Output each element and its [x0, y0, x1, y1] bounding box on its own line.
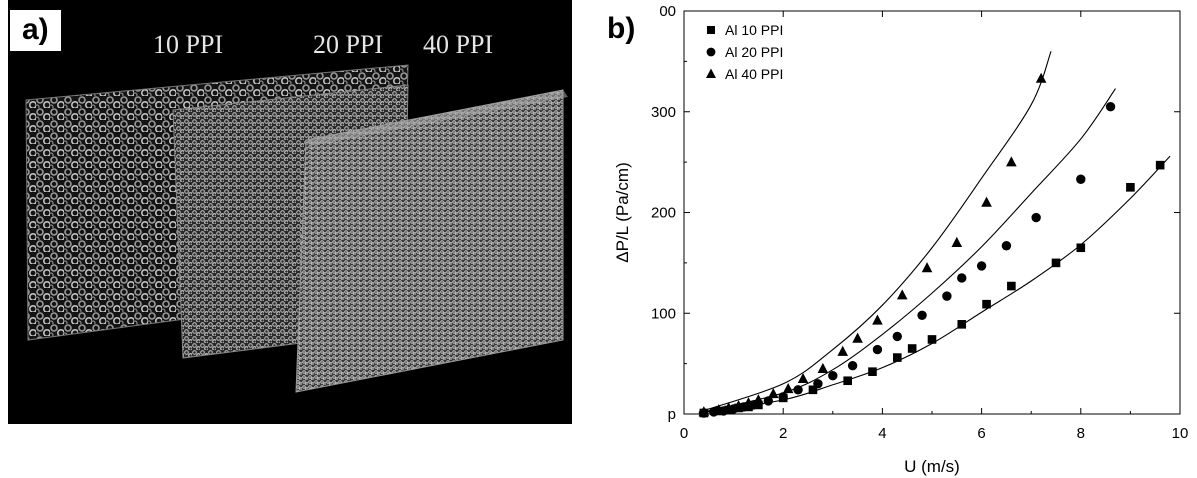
panel-label-b: b)	[607, 12, 636, 45]
x-axis-label: U (m/s)	[904, 457, 960, 476]
data-point-circle	[892, 331, 902, 342]
data-point-triangle	[817, 362, 829, 373]
legend: Al 10 PPI Al 20 PPI Al 40 PPI	[706, 22, 783, 82]
data-point-square	[957, 320, 967, 329]
data-point-square	[1126, 183, 1135, 192]
data-point-square	[927, 335, 937, 344]
data-point-square	[892, 353, 902, 362]
data-point-square	[754, 400, 763, 410]
data-point-triangle	[837, 345, 849, 356]
x-tick-label: 10	[1172, 425, 1189, 442]
legend-marker-triangle	[706, 68, 716, 78]
sample-label-20ppi: 20 PPI	[313, 30, 384, 59]
data-point-square	[808, 385, 818, 395]
legend-label: Al 10 PPI	[725, 22, 783, 38]
foam-photo: 10 PPI 20 PPI 40 PPI	[8, 0, 572, 424]
x-tick-label: 8	[1077, 425, 1085, 442]
legend-marker-square	[707, 26, 715, 34]
data-point-triangle	[1035, 72, 1047, 83]
data-point-triangle	[896, 289, 908, 300]
y-tick-label: p	[668, 406, 676, 423]
data-points	[698, 72, 1165, 418]
data-point-square	[1155, 160, 1165, 170]
data-point-square	[907, 344, 917, 353]
data-point-circle	[957, 273, 967, 283]
data-point-triangle	[698, 406, 710, 417]
data-point-circle	[813, 379, 823, 389]
y-tick-label: 300	[651, 104, 676, 121]
data-point-triangle	[713, 404, 725, 415]
data-point-square	[843, 376, 852, 386]
y-tick-label: 100	[651, 305, 676, 322]
x-tick-label: 2	[779, 425, 787, 442]
data-point-triangle	[753, 394, 764, 405]
data-point-square	[1051, 258, 1061, 268]
x-tick-label: 6	[977, 425, 985, 442]
fit-line-square	[698, 155, 1171, 414]
data-point-circle	[917, 310, 927, 320]
data-point-triangle	[872, 314, 883, 325]
x-tick-label: 4	[878, 425, 886, 442]
fit-line-triangle	[698, 51, 1052, 413]
legend-label: Al 40 PPI	[725, 66, 783, 82]
data-point-square	[982, 299, 991, 309]
data-point-circle	[872, 344, 883, 355]
sample-label-40ppi: 40 PPI	[423, 30, 494, 59]
foam-photo-panel: 10 PPI 20 PPI 40 PPI a)	[0, 0, 572, 424]
data-point-square	[868, 367, 877, 376]
sample-label-10ppi: 10 PPI	[153, 30, 224, 59]
data-point-triangle	[797, 372, 809, 384]
y-axis-label: ΔP/L (Pa/cm)	[613, 162, 632, 262]
legend-marker-circle	[706, 47, 716, 57]
fit-line-circle	[698, 88, 1116, 414]
data-point-triangle	[743, 397, 754, 408]
data-point-triangle	[951, 236, 963, 248]
data-point-triangle	[852, 332, 863, 343]
data-point-circle	[763, 396, 774, 406]
panel-label-a: a)	[10, 10, 61, 51]
data-point-square	[1076, 243, 1086, 253]
data-point-circle	[1001, 241, 1012, 251]
data-point-triangle	[1006, 156, 1017, 167]
y-tick-label: 200	[651, 205, 676, 222]
fit-lines	[698, 51, 1171, 414]
data-point-circle	[1076, 174, 1086, 184]
data-point-square	[1007, 281, 1016, 291]
data-point-triangle	[782, 383, 794, 394]
legend-label: Al 20 PPI	[725, 44, 783, 60]
data-point-circle	[942, 291, 952, 301]
data-point-circle	[976, 261, 987, 271]
data-point-circle	[847, 360, 858, 371]
foam-samples-illustration	[25, 64, 568, 393]
data-point-triangle	[767, 388, 779, 399]
data-point-triangle	[723, 402, 734, 413]
data-point-circle	[1031, 212, 1041, 223]
y-tick-label: 00	[659, 3, 676, 20]
data-point-circle	[778, 392, 788, 402]
chart-axes: 0 2 4 6 8 10 p 100 200 300 00	[651, 3, 1188, 442]
data-point-circle	[1105, 102, 1116, 112]
data-point-circle	[793, 385, 803, 395]
data-point-triangle	[921, 262, 933, 273]
data-point-triangle	[733, 400, 744, 411]
data-point-triangle	[981, 196, 992, 207]
x-tick-label: 0	[680, 425, 688, 442]
data-point-circle	[828, 371, 838, 381]
